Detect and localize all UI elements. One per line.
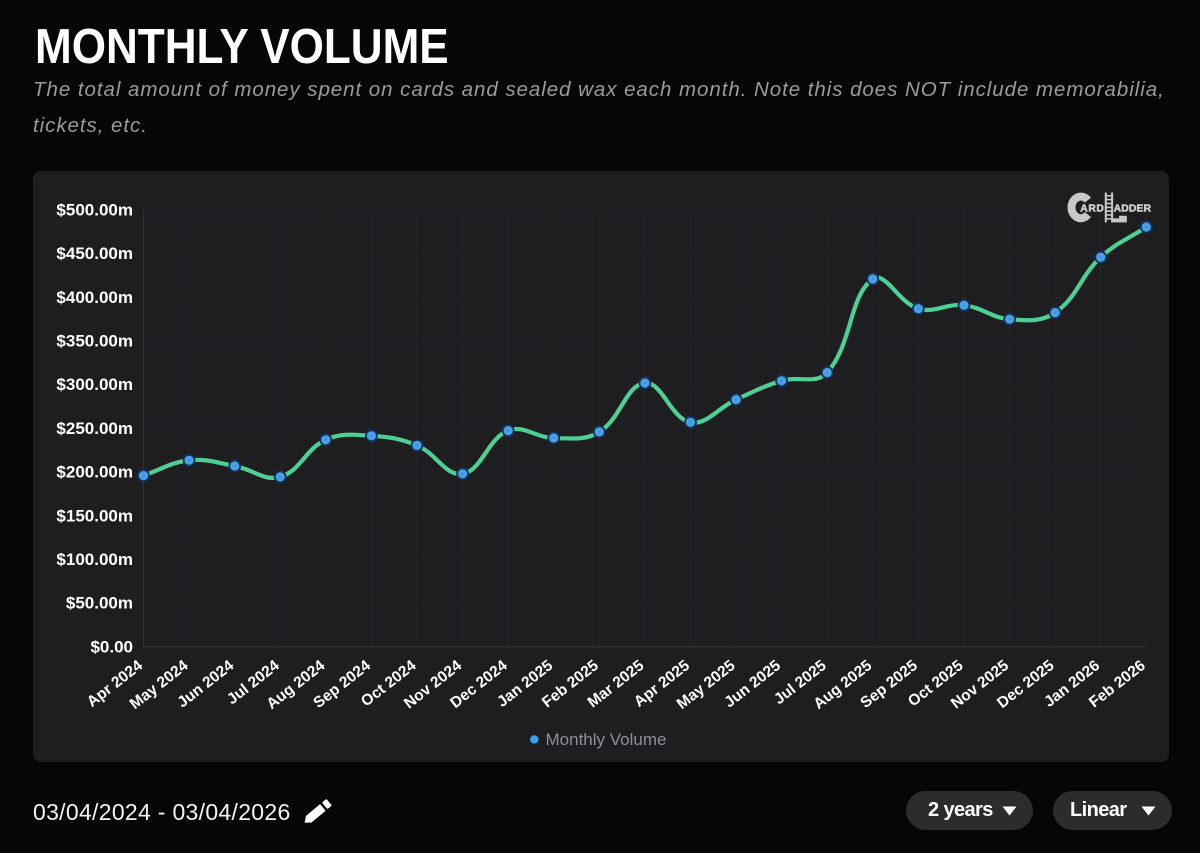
svg-text:ADDER: ADDER (1114, 204, 1152, 215)
svg-text:$100.00m: $100.00m (56, 550, 133, 569)
svg-text:$150.00m: $150.00m (56, 506, 133, 525)
svg-text:$500.00m: $500.00m (56, 201, 133, 220)
svg-text:$50.00m: $50.00m (66, 594, 133, 613)
svg-text:ARD: ARD (1080, 204, 1104, 215)
svg-text:$450.00m: $450.00m (56, 244, 133, 263)
svg-text:$350.00m: $350.00m (56, 332, 133, 351)
svg-text:Monthly Volume: Monthly Volume (546, 730, 667, 749)
svg-text:$250.00m: $250.00m (56, 419, 133, 438)
svg-text:$300.00m: $300.00m (56, 375, 133, 394)
svg-text:$0.00: $0.00 (90, 637, 133, 656)
svg-text:$200.00m: $200.00m (56, 463, 133, 482)
svg-text:$400.00m: $400.00m (56, 288, 133, 307)
